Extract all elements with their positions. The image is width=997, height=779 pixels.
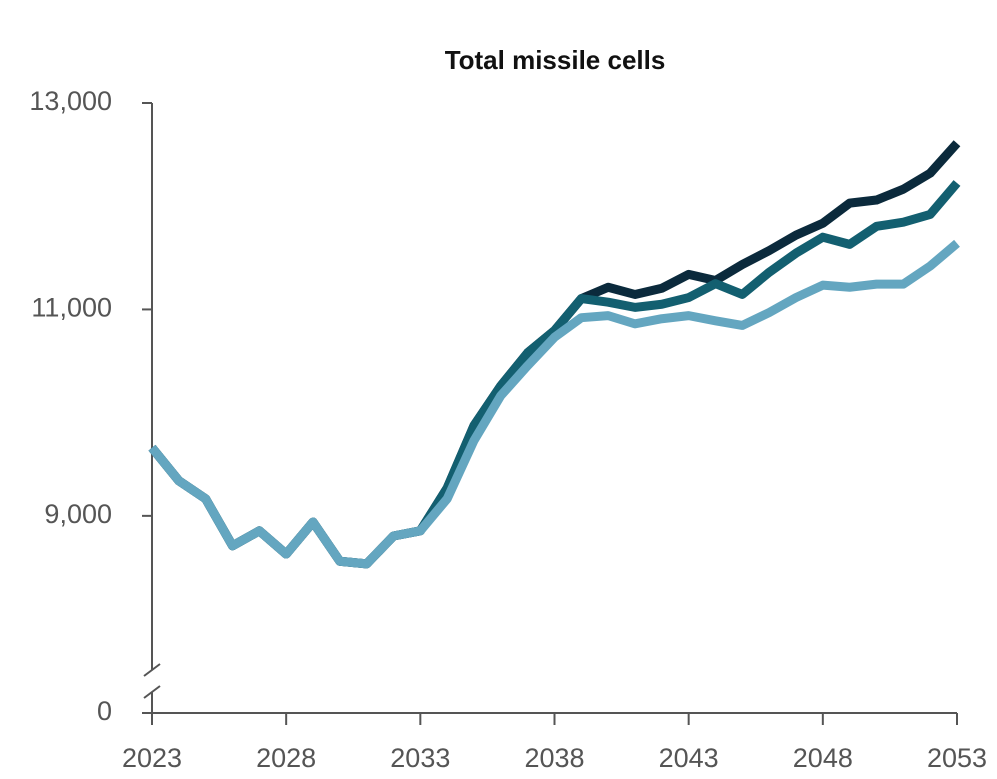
y-tick-label: 9,000 (44, 499, 112, 529)
x-tick-label: 2053 (927, 743, 987, 773)
y-tick-label: 0 (97, 696, 112, 726)
y-tick-label: 13,000 (29, 86, 112, 116)
x-tick-label: 2033 (390, 743, 450, 773)
x-tick-label: 2038 (524, 743, 584, 773)
series-line (148, 239, 960, 569)
series-line (148, 140, 961, 569)
y-tick-label: 11,000 (31, 293, 112, 323)
axis-break (143, 685, 161, 699)
x-tick-label: 2028 (256, 743, 316, 773)
axis-break (143, 663, 161, 677)
x-tick-label: 2043 (659, 743, 719, 773)
chart-title: Total missile cells (445, 45, 666, 75)
x-tick-label: 2048 (793, 743, 853, 773)
x-tick-label: 2023 (122, 743, 182, 773)
series-line (148, 180, 961, 569)
